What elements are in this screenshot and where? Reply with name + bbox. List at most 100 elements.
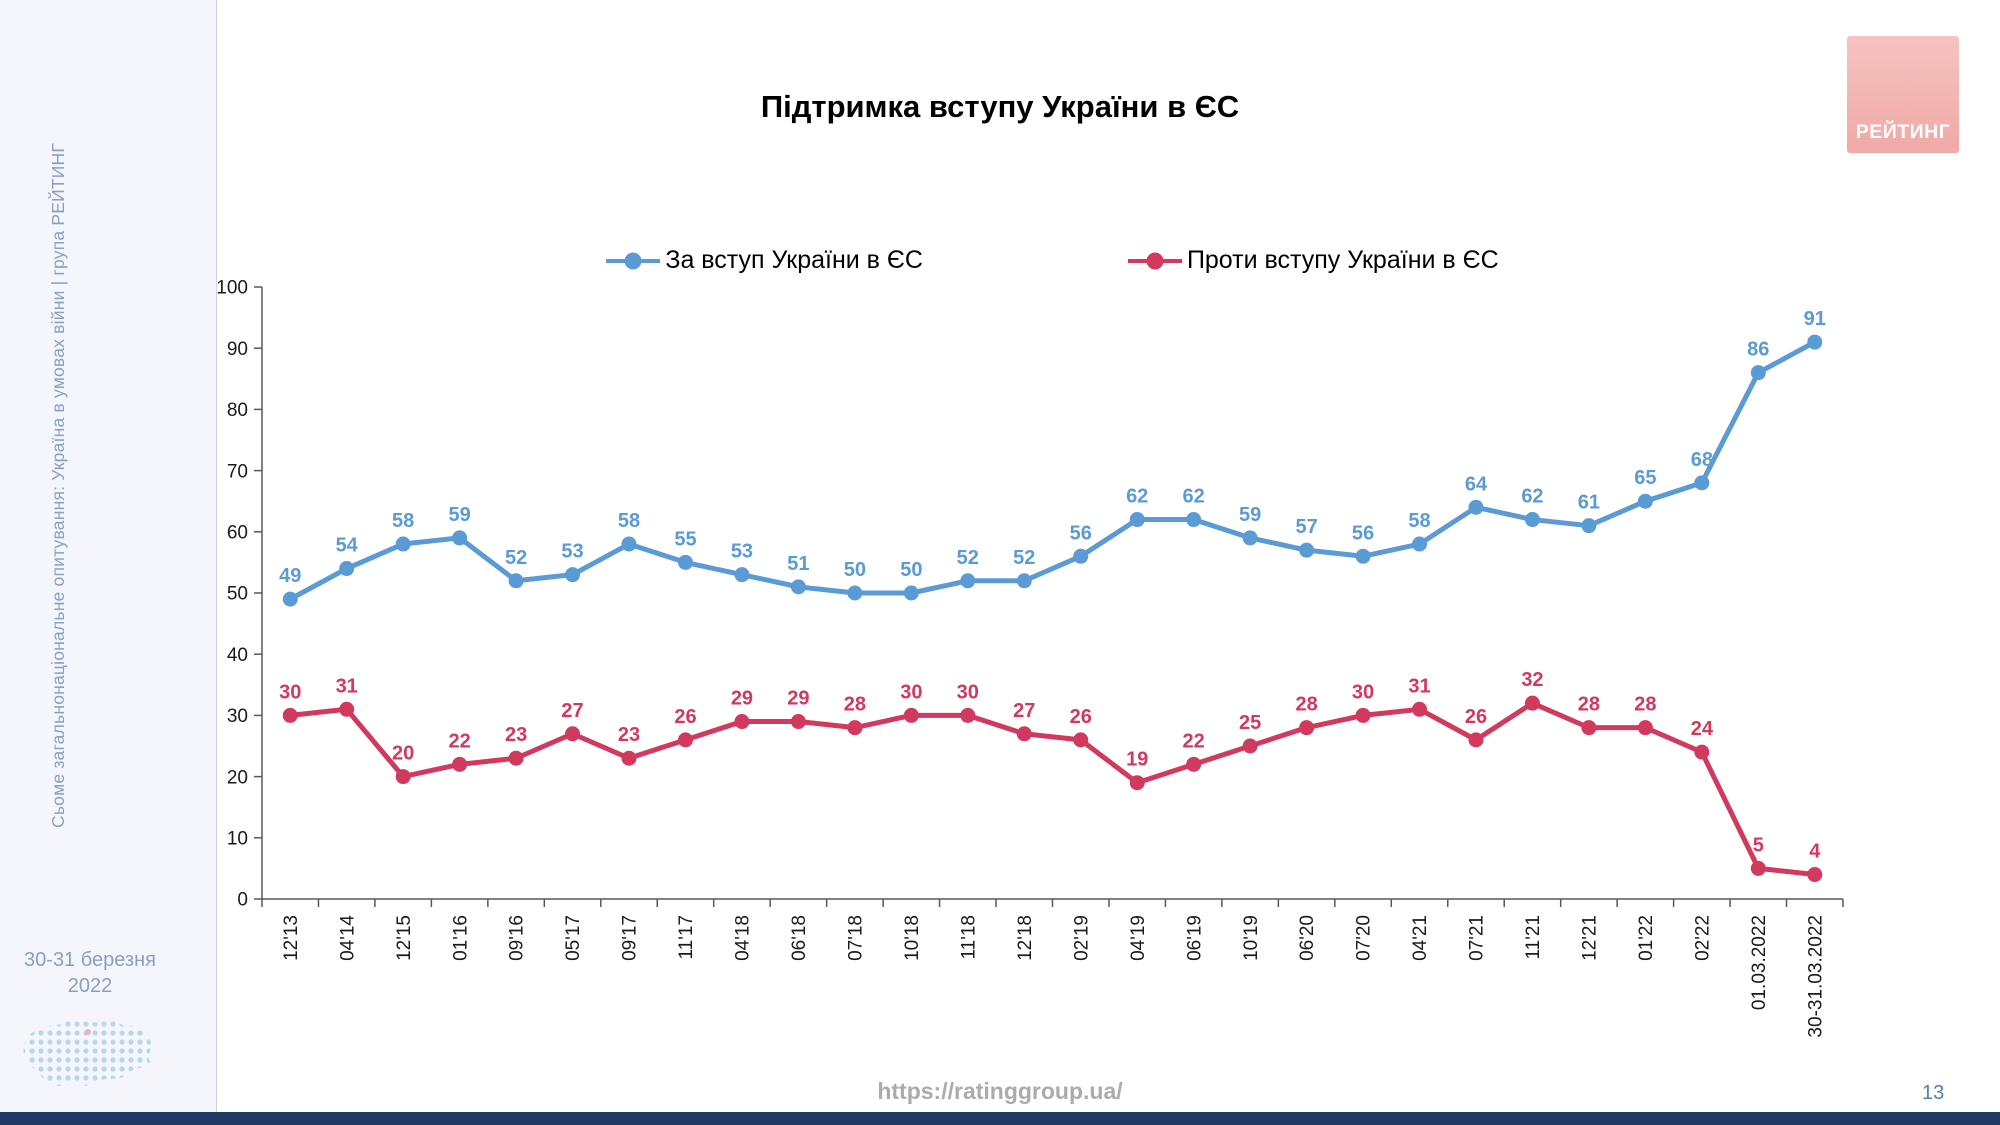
data-point bbox=[790, 579, 806, 595]
data-label: 26 bbox=[1465, 706, 1487, 728]
data-point bbox=[1750, 365, 1766, 381]
data-point bbox=[1016, 573, 1032, 589]
data-label: 28 bbox=[1578, 694, 1600, 716]
data-label: 22 bbox=[449, 730, 471, 752]
data-point bbox=[677, 554, 693, 570]
x-axis-label: 06'19 bbox=[1184, 915, 1205, 961]
data-point bbox=[339, 701, 355, 717]
data-point bbox=[1299, 542, 1315, 558]
data-label: 50 bbox=[900, 559, 922, 581]
data-label: 58 bbox=[1408, 510, 1430, 532]
data-point bbox=[734, 714, 750, 730]
data-point bbox=[1355, 707, 1371, 723]
data-point bbox=[1637, 720, 1653, 736]
data-point bbox=[1694, 475, 1710, 491]
data-point bbox=[1242, 738, 1258, 754]
data-label: 5 bbox=[1753, 834, 1764, 856]
data-point bbox=[734, 567, 750, 583]
data-point bbox=[1355, 548, 1371, 564]
data-label: 32 bbox=[1521, 669, 1543, 691]
data-label: 62 bbox=[1521, 486, 1543, 508]
data-label: 58 bbox=[392, 510, 414, 532]
data-point bbox=[1299, 720, 1315, 736]
data-point bbox=[395, 769, 411, 785]
data-label: 55 bbox=[674, 528, 696, 550]
data-label: 26 bbox=[1070, 706, 1092, 728]
data-label: 49 bbox=[279, 565, 301, 587]
data-point bbox=[1694, 744, 1710, 760]
data-label: 26 bbox=[674, 706, 696, 728]
x-axis-label: 10'19 bbox=[1241, 915, 1262, 961]
data-label: 31 bbox=[336, 675, 358, 697]
ukraine-map-shape bbox=[23, 1019, 152, 1087]
x-axis-label: 01'22 bbox=[1636, 915, 1657, 961]
data-point bbox=[903, 585, 919, 601]
data-point bbox=[1637, 493, 1653, 509]
data-label: 62 bbox=[1183, 486, 1205, 508]
data-label: 68 bbox=[1691, 449, 1713, 471]
y-tick-label: 40 bbox=[227, 645, 248, 666]
data-point bbox=[1242, 530, 1258, 546]
data-point bbox=[960, 707, 976, 723]
data-point bbox=[847, 585, 863, 601]
data-label: 24 bbox=[1691, 718, 1714, 740]
rating-logo-label: РЕЙТИНГ bbox=[1855, 121, 1951, 143]
x-axis-label: 07'18 bbox=[846, 915, 867, 961]
data-point bbox=[508, 750, 524, 766]
data-point bbox=[677, 732, 693, 748]
x-axis-label: 12'13 bbox=[281, 915, 302, 961]
data-point bbox=[565, 567, 581, 583]
x-axis-label: 10'18 bbox=[902, 915, 923, 961]
data-label: 20 bbox=[392, 743, 414, 765]
data-label: 56 bbox=[1070, 522, 1092, 544]
data-point bbox=[1807, 867, 1823, 883]
data-label: 28 bbox=[844, 694, 866, 716]
data-label: 53 bbox=[731, 541, 753, 563]
data-point bbox=[452, 530, 468, 546]
data-label: 27 bbox=[1013, 700, 1035, 722]
chart-title: Підтримка вступу України в ЄС bbox=[760, 88, 1240, 124]
y-tick-label: 60 bbox=[227, 522, 248, 543]
data-point bbox=[1807, 334, 1823, 350]
x-axis-label: 04'18 bbox=[733, 915, 754, 961]
rating-logo: РЕЙТИНГ bbox=[1847, 36, 1959, 153]
data-label: 30 bbox=[900, 681, 922, 703]
y-tick-label: 20 bbox=[227, 767, 248, 788]
survey-date: 30-31 березня 2022 bbox=[0, 947, 180, 999]
data-label: 58 bbox=[618, 510, 640, 532]
data-point bbox=[1581, 518, 1597, 534]
data-label: 29 bbox=[787, 688, 809, 710]
y-tick-label: 90 bbox=[227, 339, 248, 360]
data-label: 31 bbox=[1408, 675, 1430, 697]
data-point bbox=[1581, 720, 1597, 736]
footer-url[interactable]: https://ratinggroup.ua/ bbox=[877, 1078, 1123, 1104]
data-label: 56 bbox=[1352, 522, 1374, 544]
data-point bbox=[1186, 756, 1202, 772]
data-point bbox=[1524, 512, 1540, 528]
data-label: 30 bbox=[1352, 681, 1374, 703]
x-axis-label: 09'17 bbox=[620, 915, 641, 961]
data-label: 4 bbox=[1809, 841, 1821, 863]
data-label: 28 bbox=[1295, 694, 1317, 716]
ukraine-map-graphic bbox=[23, 1019, 152, 1087]
data-point bbox=[903, 707, 919, 723]
y-tick-label: 100 bbox=[216, 278, 248, 299]
x-axis-label: 12'21 bbox=[1580, 915, 1601, 961]
data-point bbox=[1412, 701, 1428, 717]
data-label: 91 bbox=[1804, 308, 1826, 330]
x-axis-label: 07'21 bbox=[1467, 915, 1488, 961]
x-axis-label: 06'18 bbox=[789, 915, 810, 961]
data-label: 54 bbox=[336, 535, 359, 557]
x-axis-label: 01'16 bbox=[450, 915, 471, 961]
data-label: 29 bbox=[731, 688, 753, 710]
data-point bbox=[790, 714, 806, 730]
data-label: 27 bbox=[561, 700, 583, 722]
data-point bbox=[452, 756, 468, 772]
x-axis-label: 12'15 bbox=[394, 915, 415, 961]
legend-item-against-eu: Проти вступу України в ЄС bbox=[1127, 246, 1499, 275]
data-label: 62 bbox=[1126, 486, 1148, 508]
x-axis-label: 01.03.2022 bbox=[1749, 915, 1770, 1010]
data-point bbox=[565, 726, 581, 742]
legend-marker-for-eu bbox=[606, 252, 661, 269]
